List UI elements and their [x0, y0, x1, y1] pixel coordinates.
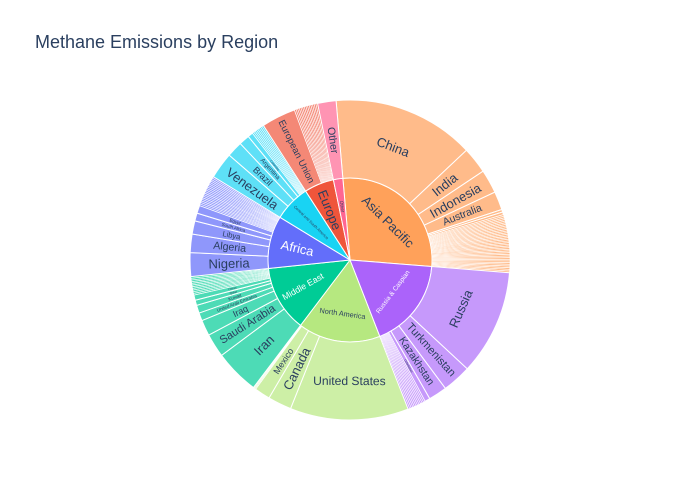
chart-title: Methane Emissions by Region [35, 32, 279, 52]
country-wedge-other[interactable] [316, 100, 344, 181]
